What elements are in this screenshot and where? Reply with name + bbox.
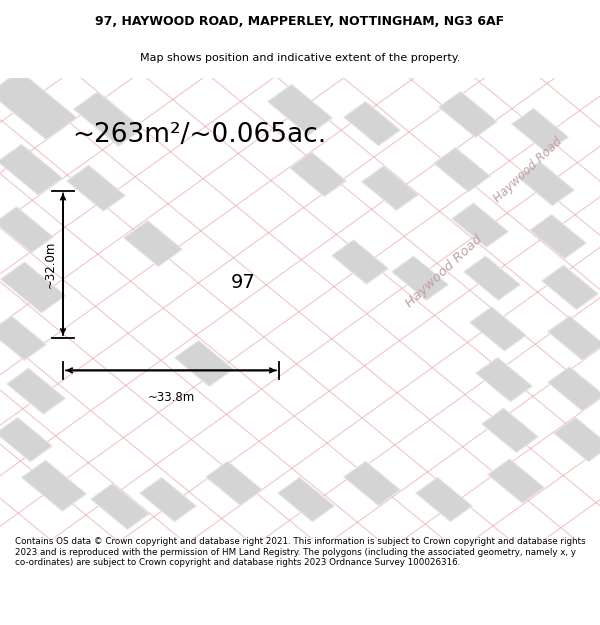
Polygon shape — [332, 240, 388, 284]
Polygon shape — [548, 367, 600, 411]
Polygon shape — [73, 92, 143, 146]
Polygon shape — [0, 207, 53, 252]
Polygon shape — [0, 71, 77, 140]
Polygon shape — [439, 91, 497, 138]
Polygon shape — [530, 214, 586, 259]
Text: ~33.8m: ~33.8m — [148, 391, 194, 404]
Text: ~263m²/~0.065ac.: ~263m²/~0.065ac. — [72, 122, 326, 148]
Polygon shape — [548, 316, 600, 360]
Polygon shape — [22, 460, 86, 511]
Polygon shape — [452, 203, 508, 248]
Text: 97: 97 — [230, 273, 256, 292]
Text: 97, HAYWOOD ROAD, MAPPERLEY, NOTTINGHAM, NG3 6AF: 97, HAYWOOD ROAD, MAPPERLEY, NOTTINGHAM,… — [95, 15, 505, 28]
Polygon shape — [67, 165, 125, 211]
Polygon shape — [542, 265, 598, 309]
Polygon shape — [434, 148, 490, 192]
Polygon shape — [362, 166, 418, 211]
Polygon shape — [278, 478, 334, 522]
Polygon shape — [392, 256, 448, 301]
Text: Haywood Road: Haywood Road — [491, 135, 565, 205]
Polygon shape — [470, 307, 526, 351]
Polygon shape — [488, 459, 544, 503]
Polygon shape — [482, 408, 538, 452]
Polygon shape — [344, 461, 400, 506]
Polygon shape — [1, 262, 65, 313]
Polygon shape — [91, 483, 149, 529]
Text: Map shows position and indicative extent of the property.: Map shows position and indicative extent… — [140, 53, 460, 63]
Polygon shape — [344, 101, 400, 146]
Polygon shape — [124, 221, 182, 266]
Polygon shape — [7, 368, 65, 414]
Polygon shape — [554, 418, 600, 462]
Polygon shape — [416, 478, 472, 522]
Polygon shape — [0, 418, 52, 462]
Text: Haywood Road: Haywood Road — [403, 232, 485, 310]
Text: Contains OS data © Crown copyright and database right 2021. This information is : Contains OS data © Crown copyright and d… — [15, 538, 586, 567]
Polygon shape — [175, 341, 233, 386]
Polygon shape — [464, 256, 520, 301]
Polygon shape — [512, 108, 568, 152]
Polygon shape — [518, 161, 574, 206]
Polygon shape — [268, 84, 332, 135]
Polygon shape — [476, 357, 532, 402]
Text: ~32.0m: ~32.0m — [44, 241, 57, 288]
Polygon shape — [290, 152, 346, 197]
Polygon shape — [0, 316, 46, 360]
Polygon shape — [0, 144, 62, 195]
Polygon shape — [206, 461, 262, 506]
Polygon shape — [140, 478, 196, 522]
